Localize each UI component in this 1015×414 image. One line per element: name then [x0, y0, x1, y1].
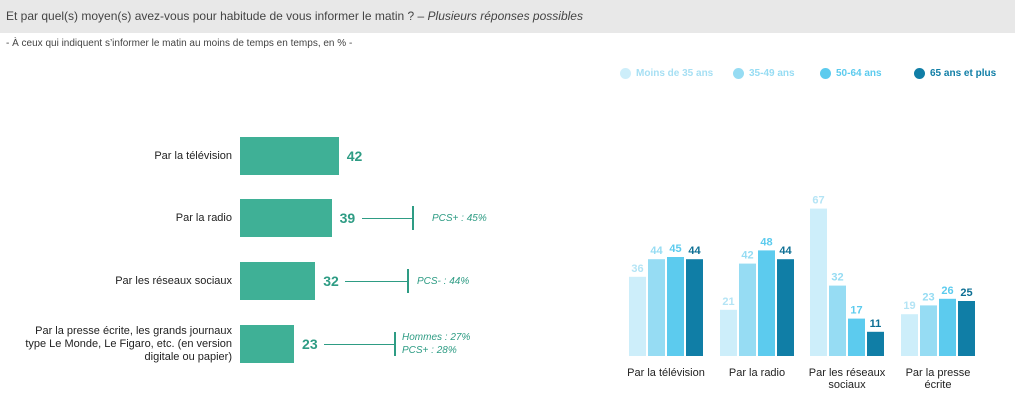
vbar-value-label: 44 — [779, 245, 792, 257]
vbar-bar — [739, 263, 756, 356]
annotation-bracket — [407, 269, 409, 293]
vbar-bar — [958, 301, 975, 356]
hbar-bar — [240, 325, 295, 363]
vbar-value-label: 26 — [941, 285, 953, 297]
legend-label: 65 ans et plus — [930, 68, 997, 79]
legend-swatch — [733, 68, 744, 79]
vbar-value-label: 23 — [922, 291, 934, 303]
hbar-bar — [240, 262, 316, 300]
legend-swatch — [914, 68, 925, 79]
hbar-value-label: 42 — [346, 148, 363, 164]
vbar-bar — [629, 276, 646, 356]
annotation-text: PCS+ : 28% — [402, 345, 457, 356]
hbar-category-label: Par les réseaux sociaux — [115, 274, 232, 287]
vbar-value-label: 67 — [812, 195, 824, 207]
vbar-bar — [720, 309, 737, 356]
hbar-category-label: Par la télévision — [154, 149, 232, 162]
vbar-value-label: 42 — [741, 250, 753, 262]
annotation-connector — [345, 281, 407, 282]
vbar-value-label: 21 — [722, 296, 734, 308]
annotation-text: PCS+ : 45% — [432, 212, 487, 224]
vbar-bar — [686, 259, 703, 356]
vbar-category-label: Par la télévision — [627, 367, 705, 379]
vbar-bar — [777, 259, 794, 356]
hbar-category-label: Par la presse écrite, les grands journau… — [25, 324, 232, 363]
hbar-value-label: 39 — [339, 210, 356, 226]
vbar-bar — [920, 305, 937, 356]
annotation-bracket — [412, 206, 414, 230]
annotation-text: Hommes : 27% — [402, 332, 471, 343]
vbar-value-label: 44 — [688, 245, 701, 257]
vbar-value-label: 11 — [870, 318, 882, 330]
vbar-value-label: 48 — [760, 236, 772, 248]
vbar-bar — [758, 250, 775, 356]
hbar-value-label: 32 — [323, 273, 339, 289]
question-main: Et par quel(s) moyen(s) avez-vous pour h… — [6, 9, 425, 23]
vbar-category-label: Par la radio — [729, 367, 785, 379]
vbar-value-label: 44 — [650, 245, 663, 257]
question-header: Et par quel(s) moyen(s) avez-vous pour h… — [0, 0, 1015, 33]
hbar-value-label: 23 — [302, 336, 318, 352]
subtitle: - À ceux qui indiquent s’informer le mat… — [6, 38, 353, 49]
vbar-value-label: 36 — [631, 263, 643, 275]
question-text: Et par quel(s) moyen(s) avez-vous pour h… — [6, 9, 583, 23]
hbar-category-label: Par la radio — [175, 211, 232, 224]
vbar-value-label: 19 — [903, 300, 915, 312]
vbar-bar — [939, 298, 956, 356]
vbar-category-label: Par les réseaux sociaux — [809, 367, 886, 391]
vbar-bar — [810, 208, 827, 356]
vbar-value-label: 45 — [669, 243, 681, 255]
annotation-connector — [361, 218, 412, 219]
legend-label: 35-49 ans — [749, 68, 795, 79]
hbar-bar — [240, 199, 332, 237]
annotation-connector — [324, 344, 394, 345]
annotation-text: PCS- : 44% — [417, 275, 470, 287]
vbar-bar — [867, 331, 884, 356]
vbar-bar — [648, 259, 665, 356]
question-note: Plusieurs réponses possibles — [427, 9, 583, 23]
legend-label: 50-64 ans — [836, 68, 882, 79]
vbar-bar — [667, 257, 684, 356]
vbar-bar — [848, 318, 865, 356]
hbar-bar — [240, 137, 339, 175]
annotation-bracket — [394, 332, 396, 356]
legend-label: Moins de 35 ans — [636, 68, 714, 79]
vbar-bar — [829, 285, 846, 356]
vbar-category-label: Par la presse écrite — [906, 367, 971, 391]
vbar-bar — [901, 314, 918, 356]
vbar-value-label: 17 — [850, 305, 862, 317]
vbar-value-label: 32 — [831, 272, 843, 284]
legend-swatch — [620, 68, 631, 79]
vbar-value-label: 25 — [960, 287, 972, 299]
legend-swatch — [820, 68, 831, 79]
